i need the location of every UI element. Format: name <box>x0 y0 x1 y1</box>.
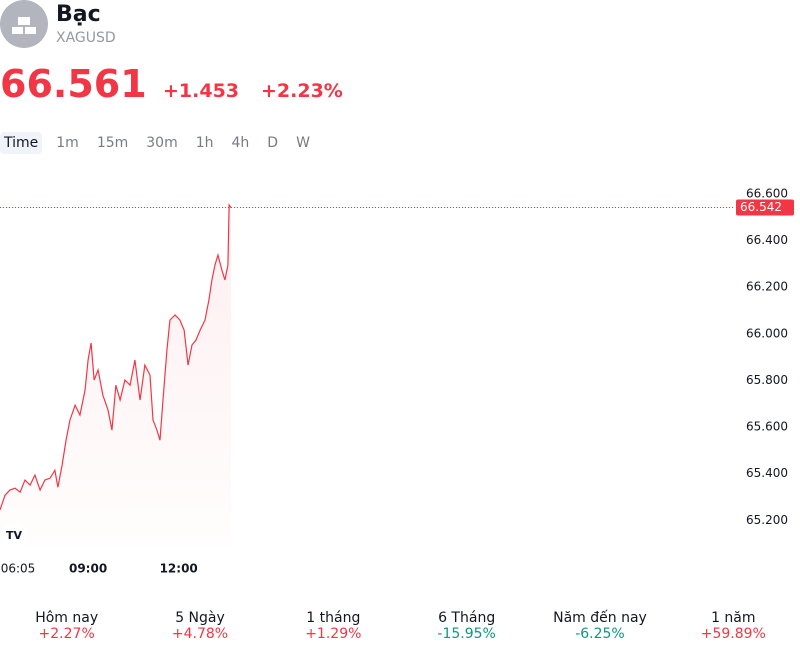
performance-item[interactable]: Hôm nay +2.27% <box>0 610 133 642</box>
performance-label: Năm đến nay <box>553 610 647 626</box>
y-tick-label: 65.600 <box>746 420 788 434</box>
performance-item[interactable]: 1 tháng +1.29% <box>267 610 400 642</box>
timeframe-tab[interactable]: 1h <box>195 135 214 151</box>
performance-label: 6 Tháng <box>438 610 496 626</box>
performance-value: -15.95% <box>437 626 496 642</box>
performance-item[interactable]: Năm đến nay -6.25% <box>533 610 666 642</box>
tv-logo: TV <box>1 523 27 549</box>
performance-value: -6.25% <box>575 626 625 642</box>
x-tick-label: 06:05 <box>1 562 36 576</box>
chart: 65.200 65.400 65.600 65.800 66.000 66.200 66.4… <box>0 186 794 576</box>
performance-label: 1 năm <box>711 610 756 626</box>
timeframe-tabs: Time 1m 15m 30m 1h 4h D W <box>0 132 324 154</box>
timeframe-tab[interactable]: 30m <box>146 135 178 151</box>
y-tick-label: 66.000 <box>746 326 788 340</box>
performance-item[interactable]: 6 Tháng -15.95% <box>400 610 533 642</box>
timeframe-tab[interactable]: 1m <box>56 135 79 151</box>
y-tick-label: 65.400 <box>746 466 788 480</box>
performance: Hôm nay +2.27% 5 Ngày +4.78% 1 tháng +1.29% 6 … <box>0 610 800 642</box>
performance-value: +4.78% <box>171 626 229 642</box>
price-line <box>0 203 232 511</box>
title: Bạc <box>56 2 101 27</box>
x-tick-label: 12:00 <box>160 562 198 576</box>
timeframe-tab[interactable]: 4h <box>231 135 250 151</box>
timeframe-tab[interactable]: W <box>296 135 310 151</box>
symbol-logo <box>0 0 48 48</box>
last-price-label: 66.542 <box>740 200 782 214</box>
price: 66.561 <box>0 62 147 106</box>
y-tick-label: 65.200 <box>746 513 788 527</box>
performance-value: +1.29% <box>305 626 362 642</box>
performance-item[interactable]: 1 năm +59.89% <box>667 610 800 642</box>
y-tick-label: 66.200 <box>746 280 788 294</box>
y-tick-label: 65.800 <box>746 373 788 387</box>
timeframe-tab[interactable]: D <box>267 135 279 151</box>
performance-item[interactable]: 5 Ngày +4.78% <box>133 610 266 642</box>
symbol: XAGUSD <box>56 30 116 46</box>
performance-value: +59.89% <box>700 626 766 642</box>
logo-icon <box>12 17 36 34</box>
svg-text:TV: TV <box>6 529 23 542</box>
y-tick-label: 66.600 <box>746 186 788 200</box>
performance-value: +2.27% <box>38 626 95 642</box>
timeframe-tab[interactable]: 15m <box>96 135 129 151</box>
last-price-box <box>736 199 794 216</box>
x-tick-label: 09:00 <box>69 562 107 576</box>
change: +1.453 <box>163 80 240 102</box>
change-percent: +2.23% <box>261 80 343 102</box>
area-fill <box>0 204 231 546</box>
y-tick-label: 66.400 <box>746 233 788 247</box>
performance-label: 1 tháng <box>306 610 361 626</box>
performance-label: 5 Ngày <box>175 610 225 626</box>
performance-label: Hôm nay <box>35 610 99 626</box>
timeframe-tab[interactable]: Time <box>0 132 43 154</box>
